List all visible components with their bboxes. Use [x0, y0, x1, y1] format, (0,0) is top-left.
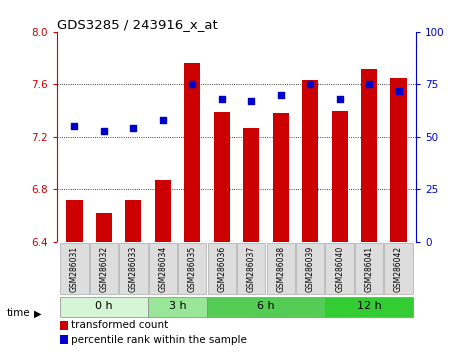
FancyBboxPatch shape: [325, 297, 413, 317]
Bar: [302, 80, 318, 242]
Bar: [243, 128, 259, 242]
FancyBboxPatch shape: [60, 297, 148, 317]
Text: GSM286033: GSM286033: [129, 246, 138, 292]
Bar: [390, 78, 407, 242]
Text: ▶: ▶: [34, 308, 42, 318]
Text: GSM286038: GSM286038: [276, 246, 285, 292]
Bar: [96, 213, 112, 242]
FancyBboxPatch shape: [355, 243, 383, 294]
FancyBboxPatch shape: [149, 243, 177, 294]
Text: 0 h: 0 h: [95, 301, 113, 312]
FancyBboxPatch shape: [90, 243, 118, 294]
Text: GSM286031: GSM286031: [70, 246, 79, 292]
Text: GSM286036: GSM286036: [217, 246, 226, 292]
Point: [336, 96, 343, 102]
Point: [159, 117, 166, 123]
Text: transformed count: transformed count: [71, 320, 168, 330]
Bar: [155, 180, 171, 242]
Point: [130, 126, 137, 131]
Bar: [272, 113, 289, 242]
FancyBboxPatch shape: [296, 243, 324, 294]
Point: [70, 124, 78, 129]
Bar: [184, 63, 201, 242]
Point: [100, 128, 108, 133]
Text: GSM286040: GSM286040: [335, 246, 344, 292]
FancyBboxPatch shape: [325, 243, 354, 294]
Bar: [125, 200, 141, 242]
FancyBboxPatch shape: [208, 243, 236, 294]
Bar: [61, 336, 68, 344]
Text: GSM286039: GSM286039: [306, 246, 315, 292]
Bar: [332, 111, 348, 242]
Text: GSM286035: GSM286035: [188, 246, 197, 292]
Text: GDS3285 / 243916_x_at: GDS3285 / 243916_x_at: [57, 18, 218, 31]
Bar: [214, 112, 230, 242]
Point: [277, 92, 284, 98]
FancyBboxPatch shape: [237, 243, 265, 294]
Bar: [61, 321, 68, 330]
Text: 12 h: 12 h: [357, 301, 381, 312]
FancyBboxPatch shape: [178, 243, 206, 294]
FancyBboxPatch shape: [207, 297, 325, 317]
FancyBboxPatch shape: [148, 297, 207, 317]
FancyBboxPatch shape: [60, 243, 88, 294]
Text: GSM286034: GSM286034: [158, 246, 167, 292]
Bar: [361, 69, 377, 242]
Text: 3 h: 3 h: [169, 301, 186, 312]
Point: [189, 81, 196, 87]
Point: [365, 81, 373, 87]
FancyBboxPatch shape: [267, 243, 295, 294]
Bar: [66, 200, 83, 242]
Point: [307, 81, 314, 87]
Point: [247, 98, 255, 104]
Text: time: time: [7, 308, 31, 318]
Point: [395, 88, 403, 93]
Text: percentile rank within the sample: percentile rank within the sample: [71, 335, 247, 345]
FancyBboxPatch shape: [385, 243, 413, 294]
Text: GSM286041: GSM286041: [365, 246, 374, 292]
Point: [218, 96, 226, 102]
Text: 6 h: 6 h: [257, 301, 275, 312]
Text: GSM286042: GSM286042: [394, 246, 403, 292]
FancyBboxPatch shape: [119, 243, 148, 294]
Text: GSM286032: GSM286032: [99, 246, 108, 292]
Text: GSM286037: GSM286037: [247, 246, 256, 292]
